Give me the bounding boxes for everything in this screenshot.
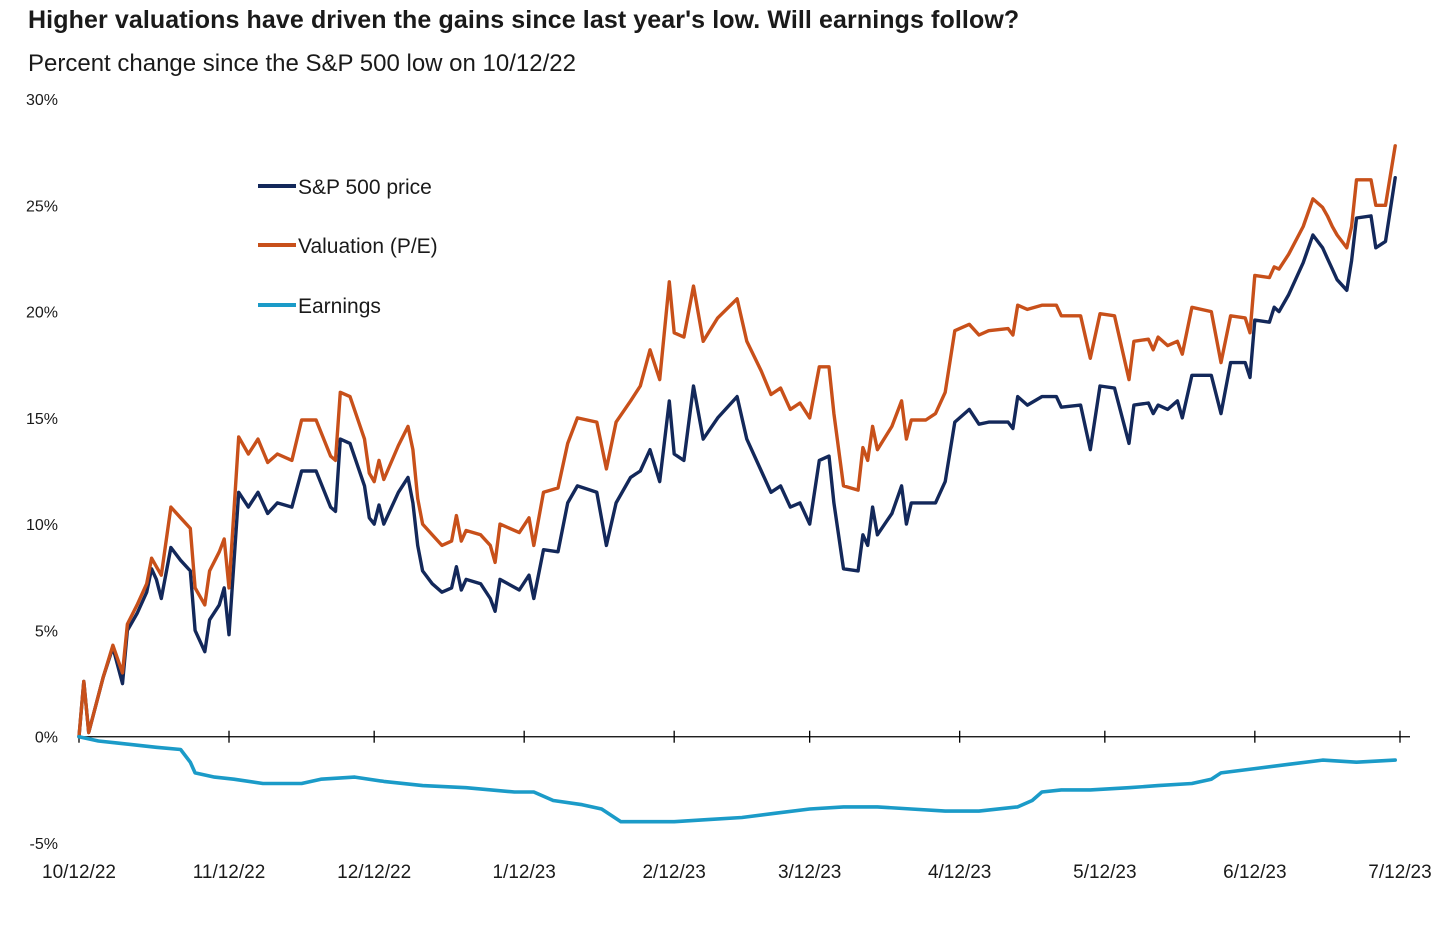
x-tick-label: 6/12/23 [1223,862,1286,883]
x-tick-label: 4/12/23 [928,862,991,883]
x-axis: 10/12/22 11/12/22 12/12/22 1/12/23 2/12/23 3/… [42,730,1432,883]
series-line-valuation-p-e [77,144,1397,739]
series-layer [77,144,1397,824]
y-tick-label: 30% [26,92,58,109]
chart-subtitle: Percent change since the S&P 500 low on … [28,50,576,77]
y-tick-label: 15% [26,411,58,428]
y-tick-label: 25% [26,198,58,215]
x-tick-label: 7/12/23 [1368,862,1431,883]
y-tick-label: 0% [35,730,58,747]
y-tick-label: 20% [26,305,58,322]
x-tick-label: 1/12/23 [492,862,555,883]
series-line-s-p-500-price [77,176,1397,739]
series-line-earnings [77,734,1397,824]
y-tick-label: 5% [35,623,58,640]
x-tick-label: 2/12/23 [642,862,705,883]
legend-label-s-p-500-price: S&P 500 price [298,176,432,199]
x-tick-label: 3/12/23 [778,862,841,883]
x-tick-label: 5/12/23 [1073,862,1136,883]
x-tick-label: 10/12/22 [42,862,116,883]
legend: S&P 500 price Valuation (P/E) Earnings [258,176,438,318]
y-tick-label: -5% [30,836,58,853]
legend-label-earnings: Earnings [298,295,381,318]
y-tick-label: 10% [26,517,58,534]
x-tick-label: 12/12/22 [337,862,411,883]
chart-title: Higher valuations have driven the gains … [28,6,1020,34]
x-tick-label: 11/12/22 [193,862,266,883]
legend-label-valuation-p-e: Valuation (P/E) [298,235,438,258]
y-axis: 30% 25% 20% 15% 10% 5% 0% -5% [26,92,58,853]
